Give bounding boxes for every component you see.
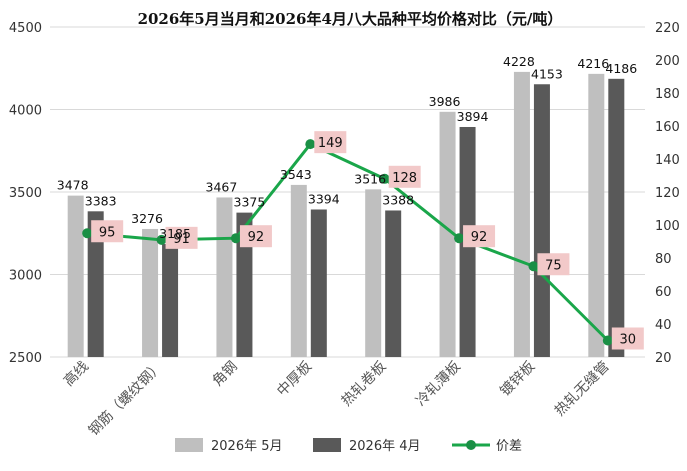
bar-april [385,210,402,357]
bar-april [310,209,327,357]
category-label: 高线 [60,358,92,390]
y-left-tick-label: 3000 [9,269,42,284]
bar-may [290,184,307,357]
category-label: 热轧无缝管 [552,359,613,420]
category-label: 热轧卷板 [339,359,390,410]
diff-value-label: 95 [99,225,116,240]
bar-april-value-label: 3185 [159,226,191,241]
bar-may [513,71,530,357]
y-right-tick-label: 40 [655,318,672,333]
diff-label-box [463,225,496,248]
diff-label-box [91,220,124,243]
legend: 2026年 5月 2026年 4月 价差 [175,438,522,454]
bar-april [236,212,253,357]
bar-may-value-label: 3467 [206,179,238,194]
diff-label-box [611,327,644,350]
diff-value-label: 30 [620,333,637,348]
y-right-tick-label: 20 [655,351,672,366]
y-left-tick-label: 2500 [9,351,42,366]
diff-point [602,335,613,346]
y-right-tick-label: 160 [655,120,680,135]
category-label: 中厚板 [274,359,315,400]
diff-point [454,233,465,244]
bar-may-value-label: 4216 [577,56,609,71]
y-right-tick-label: 140 [655,153,680,168]
legend-label: 价差 [496,439,522,454]
bar-april-value-label: 3894 [457,109,489,124]
bar-april-value-label: 3394 [308,191,340,206]
bar-may-value-label: 4228 [503,54,535,69]
bar-april [87,211,104,357]
bar-may [216,197,233,357]
diff-value-label: 91 [173,232,190,247]
bar-april [162,243,179,357]
bar-april [608,78,625,357]
diff-point [379,173,390,184]
legend-label: 2026年 4月 [349,439,421,454]
diff-value-label: 92 [248,230,265,245]
bar-may [365,189,382,357]
diff-point [528,261,539,272]
category-label: 冷轧薄板 [413,359,464,410]
diff-label-box [537,253,570,276]
diff-value-label: 92 [471,230,488,245]
legend-swatch [313,438,341,452]
y-right-tick-label: 60 [655,285,672,300]
bar-may [67,195,84,357]
bar-may-value-label: 3276 [131,211,163,226]
diff-value-label: 128 [392,171,417,186]
bar-april-value-label: 3388 [382,192,414,207]
diff-label-box [388,165,421,188]
legend-label: 2026年 5月 [211,439,283,454]
bar-april-value-label: 4186 [605,61,637,76]
y-right-tick-label: 100 [655,219,680,234]
category-label: 钢筋（螺纹钢） [85,358,166,439]
chart-title: 2026年5月当月和2026年4月八大品种平均价格对比（元/吨） [138,10,563,28]
y-right-tick-label: 200 [655,54,680,69]
y-right-tick-label: 120 [655,186,680,201]
bar-may-value-label: 3543 [280,167,312,182]
diff-value-label: 75 [545,258,562,273]
diff-point [305,139,316,150]
diff-point [82,228,93,239]
y-left-tick-label: 3500 [9,186,42,201]
y-left-tick-label: 4500 [9,21,42,36]
diff-value-label: 149 [318,136,343,151]
bar-may-value-label: 3516 [354,171,386,186]
bar-may [142,228,159,357]
bar-may-value-label: 3478 [57,178,89,193]
legend-marker [466,440,476,450]
diff-point [156,234,167,245]
diff-line: 95 91 92 149 128 92 75 30 [82,131,644,350]
category-label: 镀锌板 [497,358,539,400]
diff-label-box [165,226,198,249]
bar-april-value-label: 3383 [85,193,117,208]
y-right-tick-label: 180 [655,87,680,102]
diff-label-box [314,131,347,154]
bar-may-value-label: 3986 [429,94,461,109]
bar-may [439,111,456,357]
bar-april-value-label: 4153 [531,66,563,81]
diff-point [230,233,241,244]
legend-swatch [175,438,203,452]
category-label: 角钢 [210,359,241,390]
y-right-tick-label: 220 [655,21,680,36]
diff-label-box [239,225,272,248]
bar-may [588,73,605,358]
y-left-tick-label: 4000 [9,104,42,119]
y-right-tick-label: 80 [655,252,672,267]
bar-april-value-label: 3375 [234,195,266,210]
bar-april [533,84,550,357]
